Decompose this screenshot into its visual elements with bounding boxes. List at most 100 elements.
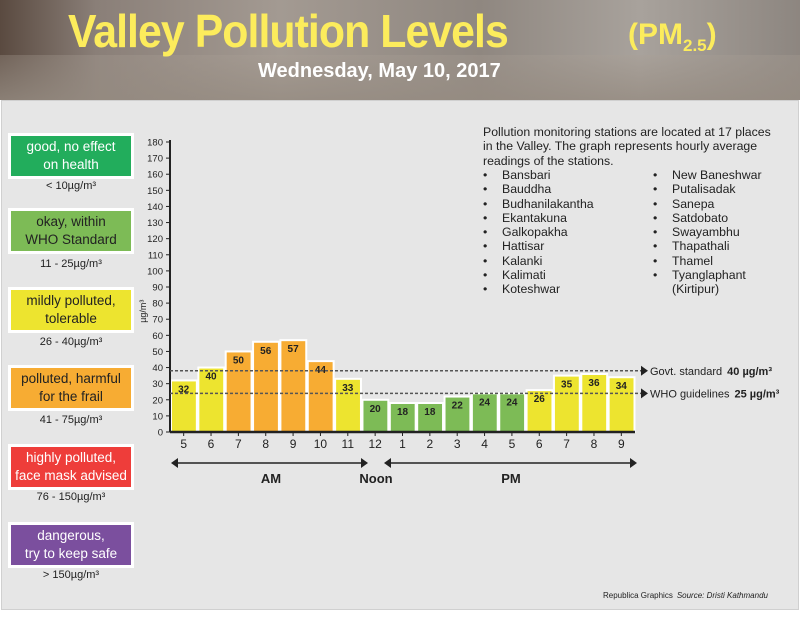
- reference-label: WHO guidelines 25 µg/m³: [650, 388, 780, 400]
- reference-name: Govt. standard: [650, 366, 722, 378]
- header-banner: Valley Pollution Levels (PM2.5) Wednesda…: [0, 0, 800, 100]
- legend-box-0: good, no effect on health: [8, 133, 134, 179]
- stations-column-2: New BaneshwarPutalisadakSanepaSatdobatoS…: [653, 168, 762, 297]
- y-tick-label: 100: [147, 266, 163, 277]
- bar-2: [224, 350, 253, 434]
- y-tick-label: 90: [152, 283, 163, 294]
- x-tick-label: 7: [235, 437, 242, 451]
- x-tick-label: 6: [208, 437, 215, 451]
- y-tick-label: 70: [152, 315, 163, 326]
- station-item: Tyanglaphant: [653, 268, 762, 283]
- date-subtitle: Wednesday, May 10, 2017: [258, 60, 501, 82]
- x-tick-label: 3: [454, 437, 461, 451]
- credit: Republica Graphics Source: Dristi Kathman…: [603, 591, 768, 600]
- reference-value: 40 µg/m³: [727, 366, 772, 378]
- x-tick-label: 10: [314, 437, 328, 451]
- x-tick-label: 5: [509, 437, 516, 451]
- station-item: Kalanki: [483, 254, 594, 269]
- bar-6: [334, 377, 362, 434]
- legend-label: face mask advised: [15, 468, 127, 483]
- arrow-icon: [641, 388, 648, 399]
- y-tick-label: 150: [147, 186, 163, 197]
- legend-label: mildly polluted,: [26, 293, 116, 308]
- y-tick-label: 30: [152, 379, 163, 390]
- station-item: (Kirtipur): [672, 282, 720, 297]
- arrow-right-icon: [630, 458, 637, 468]
- legend-range: 76 - 150µg/m³: [36, 491, 106, 503]
- station-item: Ekantakuna: [483, 211, 594, 226]
- y-tick-label: 40: [152, 363, 163, 374]
- station-item: Thamel: [653, 254, 762, 269]
- legend-label: polluted, harmful: [21, 371, 121, 386]
- station-item: Kalimati: [483, 268, 594, 283]
- source: Source: Dristi Kathmandu: [676, 591, 768, 600]
- legend-label: good, no effect: [26, 139, 116, 154]
- station-item: Bansbari: [483, 168, 594, 183]
- x-tick-label: 12: [368, 437, 382, 451]
- y-tick-label: 140: [147, 202, 163, 213]
- legend-box-1: okay, within WHO Standard: [8, 208, 134, 254]
- bar-value-label: 24: [506, 397, 518, 408]
- station-item: New Baneshwar: [653, 168, 762, 183]
- stations-column-1: BansbariBauddhaBudhanilakanthaEkantakuna…: [483, 168, 594, 297]
- bar-value-label: 35: [561, 380, 573, 391]
- y-tick-label: 50: [152, 347, 163, 358]
- arrow-right-icon: [361, 458, 368, 468]
- station-item: Putalisadak: [653, 182, 762, 197]
- legend-range: 26 - 40µg/m³: [39, 336, 103, 348]
- noon-label: Noon: [359, 471, 392, 486]
- station-item: Budhanilakantha: [483, 197, 594, 212]
- legend-label: WHO Standard: [25, 232, 117, 247]
- legend-box-4: highly polluted, face mask advised: [8, 444, 134, 490]
- publisher: Republica Graphics: [603, 591, 673, 600]
- bar-11: [470, 392, 499, 434]
- legend-label: try to keep safe: [24, 546, 118, 561]
- station-item: Sanepa: [653, 197, 762, 212]
- bar-value-label: 34: [616, 381, 628, 392]
- y-tick-label: 0: [158, 428, 163, 439]
- legend-box-5: dangerous, try to keep safe: [8, 522, 134, 568]
- legend-label: on health: [43, 157, 99, 172]
- legend-label: tolerable: [45, 311, 97, 326]
- station-item: Satdobato: [653, 211, 762, 226]
- arrow-left-icon: [171, 458, 178, 468]
- y-tick-label: 170: [147, 154, 163, 165]
- bar-value-label: 18: [424, 407, 436, 418]
- bar-0: [170, 379, 198, 434]
- legend-range: < 10µg/m³: [45, 180, 97, 192]
- y-tick-label: 180: [147, 138, 163, 149]
- bar-value-label: 56: [260, 346, 272, 357]
- x-tick-label: 8: [262, 437, 269, 451]
- reference-value: 25 µg/m³: [734, 388, 779, 400]
- legend-label: dangerous,: [37, 528, 105, 543]
- legend-label: for the frail: [39, 389, 103, 404]
- x-tick-label: 9: [618, 437, 625, 451]
- bar-1: [197, 366, 226, 433]
- legend-label: okay, within: [36, 214, 106, 229]
- x-tick-label: 1: [399, 437, 406, 451]
- legend-box-2: mildly polluted, tolerable: [8, 287, 134, 333]
- y-tick-label: 80: [152, 299, 163, 310]
- am-label: AM: [261, 471, 281, 486]
- arrow-icon: [641, 365, 648, 376]
- y-axis-label: µg/m³: [138, 300, 148, 323]
- station-item: Hattisar: [483, 239, 594, 254]
- x-tick-label: 2: [427, 437, 434, 451]
- legend-box-3: polluted, harmful for the frail: [8, 365, 134, 411]
- bar-value-label: 32: [178, 384, 190, 395]
- x-tick-label: 6: [536, 437, 543, 451]
- pm-label: PM: [501, 471, 521, 486]
- bar-5: [306, 360, 335, 433]
- x-tick-label: 8: [591, 437, 598, 451]
- header-photo: [0, 55, 800, 100]
- bar-value-label: 26: [534, 394, 546, 405]
- y-tick-label: 110: [148, 250, 163, 261]
- stations-info: Pollution monitoring stations are locate…: [483, 125, 783, 297]
- bar-value-label: 33: [342, 383, 354, 394]
- bar-3: [252, 340, 280, 433]
- bar-13: [525, 389, 554, 434]
- bar-10: [443, 395, 472, 433]
- y-tick-label: 10: [152, 411, 163, 422]
- station-item: Thapathali: [653, 239, 762, 254]
